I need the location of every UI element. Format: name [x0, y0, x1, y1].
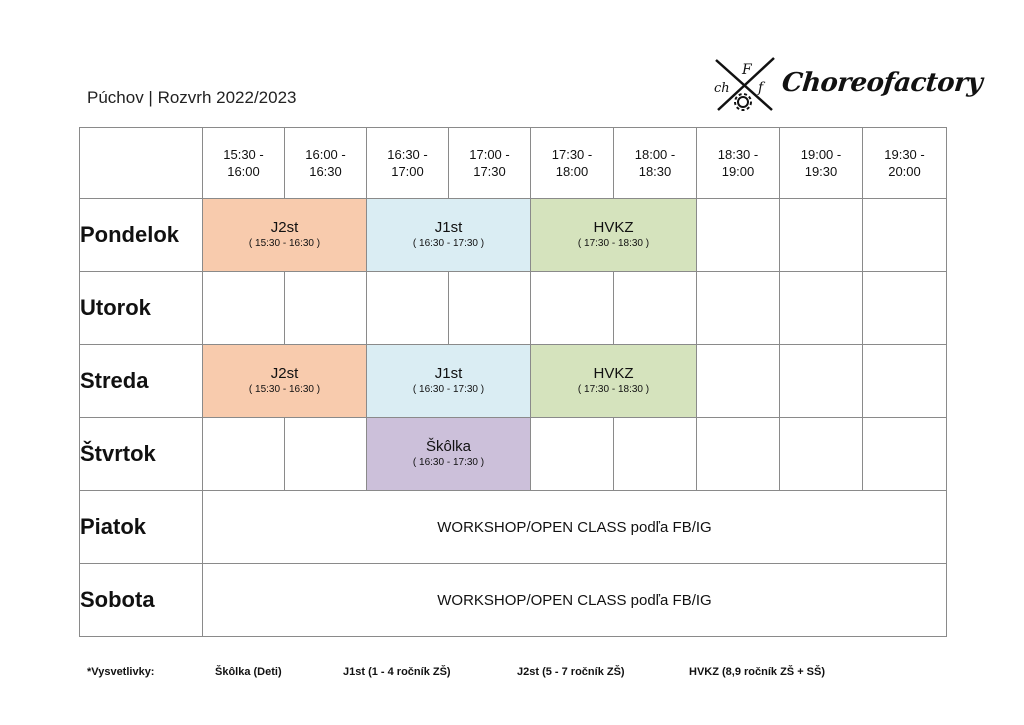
class-block-j1st[interactable]: J1st ( 16:30 - 17:30 ): [366, 198, 531, 272]
logo-emblem-icon: ch F f: [714, 57, 775, 111]
empty-slot: [862, 417, 947, 491]
class-name: J2st: [270, 365, 299, 382]
day-row-pondelok: Pondelok J2st ( 15:30 - 16:30 ) J1st ( 1…: [79, 198, 947, 272]
class-time: ( 15:30 - 16:30 ): [248, 238, 321, 249]
time-slot: 18:00 -18:30: [613, 127, 697, 199]
class-block-j2st[interactable]: J2st ( 15:30 - 16:30 ): [202, 198, 367, 272]
time-slot: 17:30 -18:00: [530, 127, 614, 199]
empty-slot: [613, 417, 697, 491]
time-header-row: 15:30 -16:00 16:00 -16:30 16:30 -17:00 1…: [79, 127, 947, 199]
svg-text:f: f: [757, 80, 766, 96]
empty-slot: [696, 271, 780, 345]
day-row-utorok: Utorok: [79, 271, 947, 345]
empty-slot: [862, 198, 947, 272]
day-label: Utorok: [79, 271, 203, 345]
class-time: ( 16:30 - 17:30 ): [412, 238, 485, 249]
class-block-j1st[interactable]: J1st ( 16:30 - 17:30 ): [366, 344, 531, 418]
empty-slot: [779, 198, 863, 272]
empty-slot: [862, 271, 947, 345]
class-time: ( 16:30 - 17:30 ): [412, 457, 485, 468]
day-row-piatok: Piatok WORKSHOP/OPEN CLASS podľa FB/IG: [79, 490, 947, 564]
empty-slot: [862, 344, 947, 418]
page-title: Púchov | Rozvrh 2022/2023: [87, 88, 297, 107]
empty-slot: [779, 417, 863, 491]
empty-slot: [779, 344, 863, 418]
class-name: J1st: [434, 365, 463, 382]
logo-wordmark: Choreofactory: [780, 68, 984, 98]
empty-slot: [696, 417, 780, 491]
class-block-skolka[interactable]: Škôlka ( 16:30 - 17:30 ): [366, 417, 531, 491]
empty-slot: [366, 271, 449, 345]
class-time: ( 16:30 - 17:30 ): [412, 384, 485, 395]
workshop-note: WORKSHOP/OPEN CLASS podľa FB/IG: [202, 563, 947, 637]
workshop-note: WORKSHOP/OPEN CLASS podľa FB/IG: [202, 490, 947, 564]
empty-slot: [202, 417, 285, 491]
empty-slot: [202, 271, 285, 345]
time-slot: 19:30 -20:00: [862, 127, 947, 199]
empty-slot: [284, 417, 367, 491]
empty-slot: [448, 271, 531, 345]
corner-cell: [79, 127, 203, 199]
legend-j2st: J2st (5 - 7 ročník ZŠ): [517, 666, 625, 678]
empty-slot: [284, 271, 367, 345]
time-slot: 16:00 -16:30: [284, 127, 367, 199]
day-label: Piatok: [79, 490, 203, 564]
day-row-stvrtok: Štvrtok Škôlka ( 16:30 - 17:30 ): [79, 417, 947, 491]
empty-slot: [530, 417, 614, 491]
legend-hvkz: HVKZ (8,9 ročník ZŠ + SŠ): [689, 666, 826, 678]
legend-label: *Vysvetlivky:: [87, 666, 155, 678]
class-name: J1st: [434, 219, 463, 236]
empty-slot: [613, 271, 697, 345]
day-label: Streda: [79, 344, 203, 418]
day-row-sobota: Sobota WORKSHOP/OPEN CLASS podľa FB/IG: [79, 563, 947, 637]
time-slot: 19:00 -19:30: [779, 127, 863, 199]
svg-text:F: F: [741, 62, 753, 78]
empty-slot: [696, 344, 780, 418]
class-time: ( 17:30 - 18:30 ): [577, 384, 650, 395]
legend-skolka: Škôlka (Deti): [215, 666, 282, 678]
class-time: ( 15:30 - 16:30 ): [248, 384, 321, 395]
class-time: ( 17:30 - 18:30 ): [577, 238, 650, 249]
svg-text:ch: ch: [714, 81, 730, 96]
time-slot: 17:00 -17:30: [448, 127, 531, 199]
time-slot: 15:30 -16:00: [202, 127, 285, 199]
class-block-hvkz[interactable]: HVKZ ( 17:30 - 18:30 ): [530, 344, 697, 418]
choreofactory-logo: ch F f Choreofactory: [712, 56, 984, 114]
class-block-hvkz[interactable]: HVKZ ( 17:30 - 18:30 ): [530, 198, 697, 272]
legend-j1st: J1st (1 - 4 ročník ZŠ): [343, 666, 451, 678]
empty-slot: [530, 271, 614, 345]
class-block-j2st[interactable]: J2st ( 15:30 - 16:30 ): [202, 344, 367, 418]
class-name: HVKZ: [593, 365, 634, 382]
empty-slot: [696, 198, 780, 272]
day-label: Sobota: [79, 563, 203, 637]
day-row-streda: Streda J2st ( 15:30 - 16:30 ) J1st ( 16:…: [79, 344, 947, 418]
time-slot: 16:30 -17:00: [366, 127, 449, 199]
class-name: HVKZ: [593, 219, 634, 236]
day-label: Štvrtok: [79, 417, 203, 491]
schedule-table: 15:30 -16:00 16:00 -16:30 16:30 -17:00 1…: [79, 127, 947, 637]
class-name: J2st: [270, 219, 299, 236]
time-slot: 18:30 -19:00: [696, 127, 780, 199]
class-name: Škôlka: [425, 438, 472, 455]
empty-slot: [779, 271, 863, 345]
day-label: Pondelok: [79, 198, 203, 272]
